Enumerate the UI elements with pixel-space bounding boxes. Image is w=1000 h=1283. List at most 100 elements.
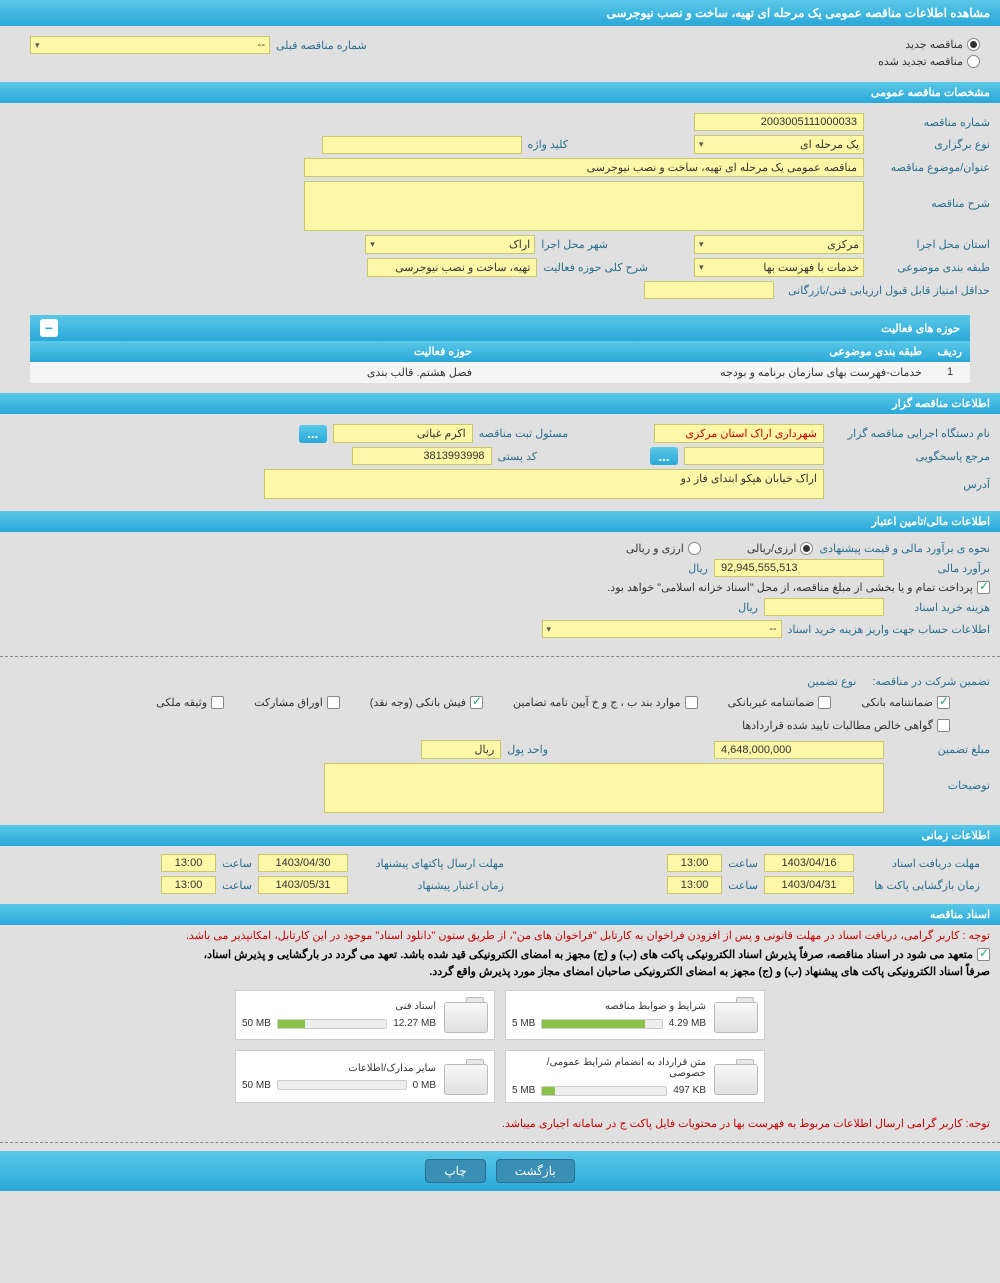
doc-size: 497 KB (673, 1085, 706, 1096)
section-docs: اسناد مناقصه (0, 904, 1000, 925)
th-act: حوزه فعالیت (30, 341, 480, 362)
doc-size: 12.27 MB (393, 1018, 436, 1029)
postal-field[interactable]: 3813993998 (352, 447, 492, 465)
open-time[interactable]: 13:00 (667, 876, 722, 894)
type-select[interactable]: یک مرحله ای ▾ (694, 135, 864, 154)
folder-icon (444, 997, 488, 1033)
check-cash[interactable]: فیش بانکی (وجه نقد) (370, 696, 483, 709)
check-property[interactable]: وثیقه ملکی (156, 696, 224, 709)
check-property-label: وثیقه ملکی (156, 696, 207, 709)
table-header-row: ردیف طبقه بندی موضوعی حوزه فعالیت (30, 341, 970, 362)
recv-time[interactable]: 13:00 (667, 854, 722, 872)
guarantee-notes-field[interactable] (324, 763, 884, 813)
folder-icon (714, 997, 758, 1033)
responder-lookup-button[interactable]: ... (650, 447, 678, 465)
doc-size: 0 MB (413, 1080, 436, 1091)
guarantee-title-label: تضمین شرکت در مناقصه: (872, 675, 990, 688)
back-button[interactable]: بازگشت (496, 1159, 575, 1183)
category-value: خدمات با فهرست بها (763, 261, 859, 274)
check-items[interactable]: موارد بند ب ، ج و خ آیین نامه تضامین (513, 696, 697, 709)
chevron-down-icon: ▾ (35, 40, 40, 51)
send-time[interactable]: 13:00 (161, 854, 216, 872)
responder-label: مرجع پاسخگویی (830, 450, 990, 463)
check-bonds[interactable]: اوراق مشارکت (254, 696, 340, 709)
td-act: فصل هشتم. قالب بندی (30, 362, 480, 383)
print-button[interactable]: چاپ (425, 1159, 485, 1183)
checkbox-icon (211, 696, 224, 709)
registrar-label: مسئول ثبت مناقصه (479, 427, 568, 440)
radio-currency2[interactable]: ارزی و ریالی (626, 542, 701, 555)
subject-field[interactable]: مناقصه عمومی یک مرحله ای تهیه، ساخت و نص… (304, 158, 864, 177)
guarantee-amount-field[interactable]: 4,648,000,000 (714, 741, 884, 759)
min-score-field[interactable] (644, 281, 774, 299)
account-value: -- (769, 623, 776, 635)
category-select[interactable]: خدمات با فهرست بها ▾ (694, 258, 864, 277)
org-field: شهرداری اراک استان مرکزی (654, 424, 824, 443)
check-cash-label: فیش بانکی (وجه نقد) (370, 696, 466, 709)
radio-renewed[interactable]: مناقصه تجدید شده (878, 55, 980, 68)
checkbox-icon (818, 696, 831, 709)
send-date[interactable]: 1403/04/30 (258, 854, 348, 872)
doc-max: 5 MB (512, 1085, 535, 1096)
radio-new[interactable]: مناقصه جدید (878, 38, 980, 51)
recv-date[interactable]: 1403/04/16 (764, 854, 854, 872)
collapse-button[interactable]: − (40, 319, 58, 337)
address-field[interactable]: اراک خیابان هپکو ابتدای فاز دو (264, 469, 824, 499)
doc-card[interactable]: سایر مدارک/اطلاعات 50 MB 0 MB (235, 1050, 495, 1103)
city-label: شهر محل اجرا (541, 238, 608, 251)
doc-title: متن قرارداد به انضمام شرایط عمومی/خصوصی (512, 1057, 706, 1079)
th-idx: ردیف (930, 341, 970, 362)
valid-time[interactable]: 13:00 (161, 876, 216, 894)
section-timing: اطلاعات زمانی (0, 825, 1000, 846)
city-select[interactable]: اراک ▾ (365, 235, 535, 254)
open-date[interactable]: 1403/04/31 (764, 876, 854, 894)
guarantee-amount-label: مبلغ تضمین (890, 743, 990, 756)
registrar-lookup-button[interactable]: ... (299, 425, 327, 443)
radio-dot-icon (688, 542, 701, 555)
check-nonbank[interactable]: ضمانتنامه غیربانکی (728, 696, 832, 709)
address-label: آدرس (830, 478, 990, 491)
check-cert[interactable]: گواهی خالص مطالبات تایید شده قراردادها (742, 719, 950, 732)
doc-card[interactable]: شرایط و ضوابط مناقصه 5 MB 4.29 MB (505, 990, 765, 1040)
checkbox-icon (977, 581, 990, 594)
doc-cost-label: هزینه خرید اسناد (890, 601, 990, 614)
prev-number-value: -- (258, 39, 265, 51)
province-select[interactable]: مرکزی ▾ (694, 235, 864, 254)
account-select[interactable]: -- ▾ (542, 620, 782, 638)
treasury-check[interactable]: پرداخت تمام و یا بخشی از مبلغ مناقصه، از… (607, 581, 990, 594)
doc-title: شرایط و ضوابط مناقصه (512, 1001, 706, 1012)
guarantee-type-label: نوع تضمین (807, 675, 856, 688)
doc-max: 50 MB (242, 1018, 271, 1029)
guarantee-unit-label: واحد پول (507, 743, 548, 756)
activity-scope-label: شرح کلی حوزه فعالیت (543, 261, 648, 274)
checkbox-icon (685, 696, 698, 709)
type-label: نوع برگزاری (870, 138, 990, 151)
footer-buttons: بازگشت چاپ (0, 1151, 1000, 1191)
keyword-field[interactable] (322, 136, 522, 154)
time-word: ساعت (728, 879, 758, 892)
doc-size: 4.29 MB (669, 1018, 706, 1029)
th-cat: طبقه بندی موضوعی (480, 341, 930, 362)
check-bank[interactable]: ضمانتنامه بانکی (861, 696, 950, 709)
check-cert-label: گواهی خالص مطالبات تایید شده قراردادها (742, 719, 933, 732)
activity-scope-field[interactable]: تهیه، ساخت و نصب نیوجرسی (367, 258, 537, 277)
docs-grid: شرایط و ضوابط مناقصه 5 MB 4.29 MB اسناد … (0, 980, 1000, 1113)
responder-field[interactable] (684, 447, 824, 465)
send-label: مهلت ارسال پاکتهای پیشنهاد (354, 857, 504, 870)
prev-number-select[interactable]: -- ▾ (30, 36, 270, 54)
valid-date[interactable]: 1403/05/31 (258, 876, 348, 894)
doc-cost-field[interactable] (764, 598, 884, 616)
doc-card[interactable]: اسناد فنی 50 MB 12.27 MB (235, 990, 495, 1040)
progress-fill (542, 1087, 554, 1095)
progress-bar (277, 1019, 387, 1029)
desc-field[interactable] (304, 181, 864, 231)
radio-currency1[interactable]: ارزی/ریالی (747, 542, 814, 555)
commitment-check[interactable]: متعهد می شود در اسناد مناقصه، صرفاً پذیر… (10, 948, 990, 961)
td-idx: 1 (930, 362, 970, 383)
amount-field[interactable]: 92,945,555,513 (714, 559, 884, 577)
doc-card[interactable]: متن قرارداد به انضمام شرایط عمومی/خصوصی … (505, 1050, 765, 1103)
tender-no-label: شماره مناقصه (870, 116, 990, 129)
section-organizer: اطلاعات مناقصه گزار (0, 393, 1000, 414)
amount-label: برآورد مالی (890, 562, 990, 575)
check-nonbank-label: ضمانتنامه غیربانکی (728, 696, 815, 709)
